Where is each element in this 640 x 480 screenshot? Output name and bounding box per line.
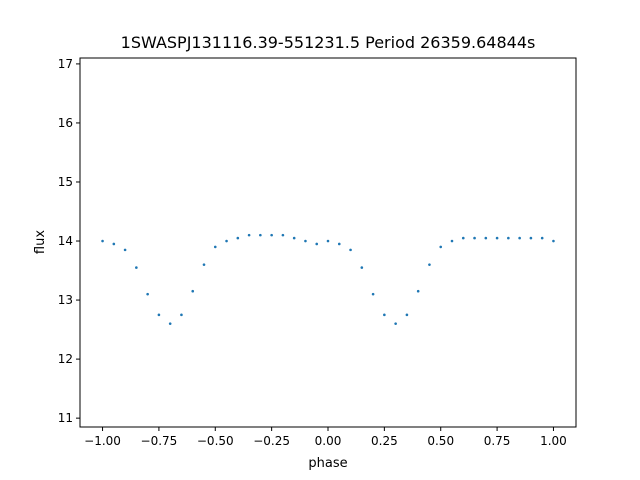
y-axis-label: flux bbox=[33, 230, 48, 254]
data-point bbox=[495, 236, 499, 240]
x-tick-label: 0.75 bbox=[484, 434, 511, 448]
data-point bbox=[225, 239, 228, 243]
data-point bbox=[461, 236, 465, 240]
x-tick-label: 0.50 bbox=[427, 434, 454, 448]
data-point bbox=[349, 248, 352, 252]
data-point bbox=[213, 245, 217, 249]
data-point bbox=[259, 233, 262, 237]
data-point bbox=[202, 263, 206, 266]
data-point bbox=[247, 233, 251, 237]
y-tick-label: 15 bbox=[58, 175, 73, 189]
data-point bbox=[360, 266, 364, 269]
data-point bbox=[112, 242, 116, 246]
data-point bbox=[292, 236, 296, 240]
data-point bbox=[101, 239, 104, 243]
data-point bbox=[123, 248, 127, 252]
data-point bbox=[439, 245, 443, 249]
x-tick-label: −0.75 bbox=[141, 434, 178, 448]
data-point bbox=[473, 236, 476, 240]
data-point bbox=[180, 313, 183, 317]
data-point bbox=[518, 236, 521, 240]
x-tick-label: 0.25 bbox=[371, 434, 398, 448]
data-point bbox=[270, 233, 273, 237]
data-point bbox=[394, 322, 397, 325]
data-point bbox=[450, 239, 454, 243]
x-tick-label: −0.50 bbox=[197, 434, 234, 448]
data-point bbox=[507, 236, 510, 240]
data-point bbox=[326, 239, 330, 243]
data-point bbox=[383, 313, 386, 317]
data-point bbox=[484, 236, 488, 240]
data-point bbox=[405, 313, 409, 317]
data-point bbox=[552, 239, 555, 243]
chart-title: 1SWASPJ131116.39-551231.5 Period 26359.6… bbox=[121, 33, 536, 52]
y-tick-label: 12 bbox=[58, 352, 73, 366]
data-point bbox=[236, 236, 240, 240]
data-point bbox=[168, 322, 172, 325]
x-axis-label: phase bbox=[308, 456, 347, 471]
x-tick-label: −1.00 bbox=[84, 434, 121, 448]
x-axis-ticks: −1.00 −0.75 −0.50 −0.25 0.00 0.25 0.50 0.75 1.00 bbox=[84, 427, 567, 448]
data-point bbox=[337, 242, 341, 246]
y-tick-label: 11 bbox=[58, 411, 73, 425]
data-point bbox=[135, 266, 138, 269]
data-point bbox=[371, 292, 375, 296]
y-tick-label: 13 bbox=[58, 293, 73, 307]
data-point bbox=[416, 289, 420, 293]
data-point bbox=[157, 313, 161, 317]
data-point bbox=[529, 236, 533, 240]
data-points bbox=[101, 233, 555, 325]
y-tick-label: 16 bbox=[58, 116, 73, 130]
y-tick-label: 17 bbox=[58, 57, 73, 71]
x-tick-label: 1.00 bbox=[540, 434, 567, 448]
data-point bbox=[428, 263, 431, 266]
y-tick-label: 14 bbox=[58, 234, 73, 248]
data-point bbox=[540, 236, 544, 240]
data-point bbox=[304, 239, 307, 243]
x-tick-label: 0.00 bbox=[315, 434, 342, 448]
data-point bbox=[315, 242, 319, 246]
x-tick-label: −0.25 bbox=[253, 434, 290, 448]
data-point bbox=[281, 233, 285, 237]
data-point bbox=[191, 289, 195, 293]
y-axis-ticks: 11 12 13 14 15 16 17 bbox=[58, 57, 80, 425]
data-point bbox=[146, 292, 149, 296]
